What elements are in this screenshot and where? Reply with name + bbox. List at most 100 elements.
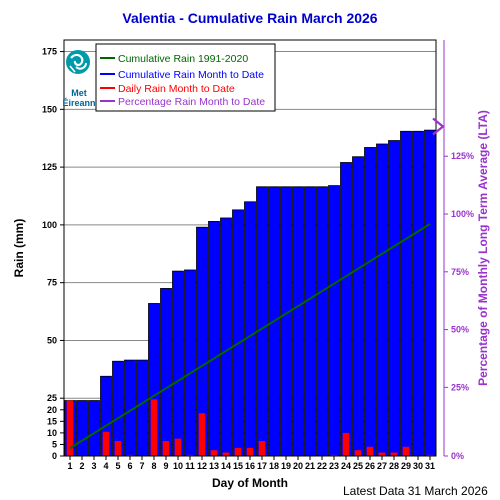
met-eireann-logo-icon — [66, 50, 90, 74]
y-tick-label: 5 — [52, 439, 57, 449]
cumulative-bar — [328, 185, 340, 457]
cumulative-bar — [280, 186, 292, 457]
x-tick-label: 21 — [305, 461, 315, 471]
x-tick-label: 1 — [67, 461, 72, 471]
x-axis-title: Day of Month — [212, 476, 288, 490]
cumulative-bar — [400, 130, 412, 457]
cumulative-bar — [232, 209, 244, 457]
x-tick-label: 19 — [281, 461, 291, 471]
x-tick-label: 5 — [115, 461, 120, 471]
y-tick-label: 25 — [47, 393, 57, 403]
daily-bar — [186, 454, 194, 456]
y-tick-label: 75 — [47, 278, 57, 288]
x-tick-label: 8 — [151, 461, 156, 471]
x-tick-label: 7 — [139, 461, 144, 471]
daily-bars — [66, 399, 434, 456]
daily-bar — [366, 446, 374, 456]
daily-bar — [210, 450, 218, 456]
cumulative-bar — [256, 186, 268, 457]
cumulative-bar — [352, 156, 364, 457]
legend-label-cumulative: Cumulative Rain Month to Date — [118, 69, 264, 81]
x-tick-label: 2 — [79, 461, 84, 471]
cumulative-bar — [316, 186, 328, 457]
daily-bar — [102, 431, 110, 456]
x-tick-label: 25 — [353, 461, 363, 471]
x-tick-label: 9 — [163, 461, 168, 471]
legend-box — [95, 43, 276, 112]
x-tick-label: 6 — [127, 461, 132, 471]
legend-label-percentage: Percentage Rain Month to Date — [118, 96, 265, 108]
cumulative-bar — [160, 288, 172, 457]
logo-text-line1: Met — [71, 88, 87, 98]
x-tick-label: 3 — [91, 461, 96, 471]
x-tick-label: 4 — [103, 461, 108, 471]
cumulative-bar — [424, 129, 436, 457]
y-tick-label: 125 — [42, 162, 57, 172]
daily-bar — [222, 452, 230, 456]
daily-bar — [258, 440, 266, 456]
daily-bar — [162, 440, 170, 456]
x-tick-label: 18 — [269, 461, 279, 471]
x-tick-label: 10 — [173, 461, 183, 471]
x-tick-label: 22 — [317, 461, 327, 471]
daily-bar — [174, 438, 182, 456]
x-tick-label: 15 — [233, 461, 243, 471]
y2-axis-title: Percentage of Monthly Long Term Average … — [476, 110, 490, 386]
daily-bar — [354, 450, 362, 456]
y2-tick-label: 75% — [451, 267, 469, 277]
cumulative-bar — [376, 143, 388, 457]
y2-tick-label: 100% — [451, 209, 474, 219]
percentage-marker-group — [432, 117, 445, 136]
x-tick-label: 28 — [389, 461, 399, 471]
daily-bar — [426, 454, 434, 456]
y2-axis-ticks: 0% 25% 50% 75% 100% 125% — [444, 151, 474, 461]
x-tick-label: 14 — [221, 461, 231, 471]
cumulative-bar — [220, 217, 232, 457]
daily-bar — [234, 447, 242, 456]
percentage-marker — [432, 117, 445, 136]
x-tick-label: 12 — [197, 461, 207, 471]
y2-tick-label: 50% — [451, 325, 469, 335]
y2-tick-label: 0% — [451, 451, 464, 461]
x-tick-label: 24 — [341, 461, 351, 471]
x-axis-ticks: 1 2 3 4 5 6 7 8 9 10 11 12 13 14 15 16 17 18 19 20 21 22 23 24 2… — [67, 456, 435, 471]
cumulative-bar — [172, 270, 184, 457]
daily-bar — [378, 452, 386, 456]
y-tick-label: 100 — [42, 220, 57, 230]
legend-label-daily: Daily Rain Month to Date — [118, 83, 235, 95]
y-tick-label: 15 — [47, 416, 57, 426]
cumulative-bar — [136, 359, 148, 457]
daily-bar — [342, 432, 350, 456]
cumulative-bar — [76, 400, 88, 457]
lta-line-group — [69, 223, 431, 449]
x-tick-label: 13 — [209, 461, 219, 471]
daily-bar — [126, 454, 134, 456]
cumulative-bar — [208, 221, 220, 457]
logo-text-line2: Éireann — [62, 98, 95, 108]
cumulative-bars — [64, 129, 436, 457]
y2-tick-label: 25% — [451, 382, 469, 392]
lta-line — [69, 223, 431, 449]
x-tick-label: 26 — [365, 461, 375, 471]
x-tick-label: 16 — [245, 461, 255, 471]
x-tick-label: 23 — [329, 461, 339, 471]
daily-bar — [246, 447, 254, 456]
cumulative-bar — [292, 186, 304, 457]
x-tick-label: 31 — [425, 461, 435, 471]
x-tick-label: 29 — [401, 461, 411, 471]
y-tick-label: 20 — [47, 405, 57, 415]
cumulative-bar — [244, 201, 256, 457]
x-tick-label: 11 — [185, 461, 195, 471]
daily-bar — [66, 400, 74, 456]
daily-bar — [330, 454, 338, 456]
y-tick-label: 175 — [42, 47, 57, 57]
y2-tick-label: 125% — [451, 151, 474, 161]
cumulative-bar — [184, 269, 196, 457]
cumulative-bar — [388, 140, 400, 457]
cumulative-bar — [364, 147, 376, 457]
y-tick-label: 50 — [47, 335, 57, 345]
daily-bar — [390, 452, 398, 456]
cumulative-bar — [340, 162, 352, 457]
